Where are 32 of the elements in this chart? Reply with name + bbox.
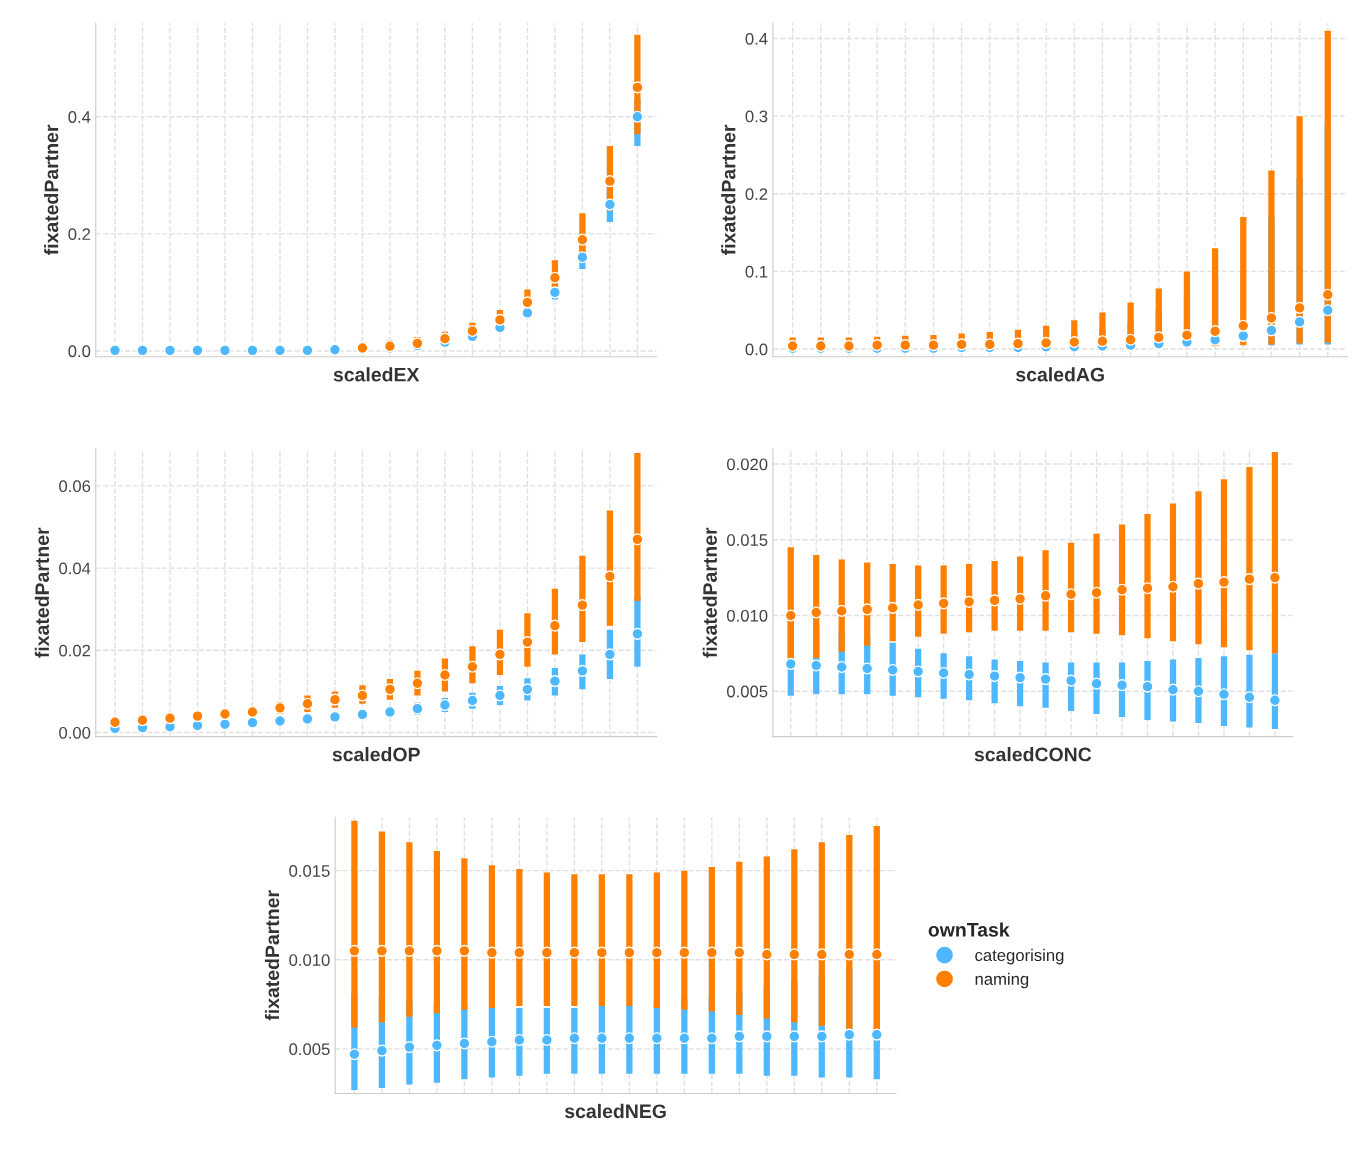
y-axis-title: fixatedPartner	[702, 527, 717, 658]
x-axis-title: scaledAG	[1016, 367, 1104, 382]
legend-title: ownTask	[928, 922, 1010, 937]
x-axis-title: scaledEX	[333, 367, 420, 382]
y-tick-label: 0.04	[59, 562, 91, 575]
y-axis-title: fixatedPartner	[34, 527, 50, 658]
y-tick-label: 0.4	[745, 32, 768, 45]
y-tick-label: 0.0	[68, 345, 91, 358]
y-tick-label: 0.005	[289, 1043, 330, 1056]
y-tick-label: 0.015	[289, 865, 330, 877]
y-axis-title: fixatedPartner	[44, 124, 59, 255]
y-tick-label: 0.2	[68, 228, 91, 241]
y-tick-label: 0.02	[59, 644, 91, 657]
y-tick-label: 0.020	[727, 458, 768, 471]
y-tick-label: 0.4	[68, 111, 91, 123]
y-tick-label: 0.010	[289, 954, 330, 966]
y-tick-label: 0.1	[745, 265, 768, 278]
y-tick-label: 0.2	[745, 188, 768, 200]
y-axis-title: fixatedPartner	[721, 124, 736, 255]
x-axis-title: scaledNEG	[564, 1103, 666, 1119]
x-axis-title: scaledOP	[332, 747, 420, 762]
y-tick-label: 0.005	[727, 685, 768, 698]
x-axis-title: scaledCONC	[974, 747, 1092, 762]
legend-label: categorising	[975, 948, 1064, 965]
y-axis-title: fixatedPartner	[264, 890, 280, 1021]
y-tick-label: 0.00	[59, 726, 91, 739]
y-tick-label: 0.010	[727, 609, 768, 622]
legend-label: naming	[975, 972, 1029, 989]
y-tick-label: 0.0	[745, 343, 768, 356]
y-tick-label: 0.015	[727, 534, 768, 546]
y-tick-label: 0.3	[745, 110, 768, 123]
y-tick-label: 0.06	[59, 480, 91, 493]
